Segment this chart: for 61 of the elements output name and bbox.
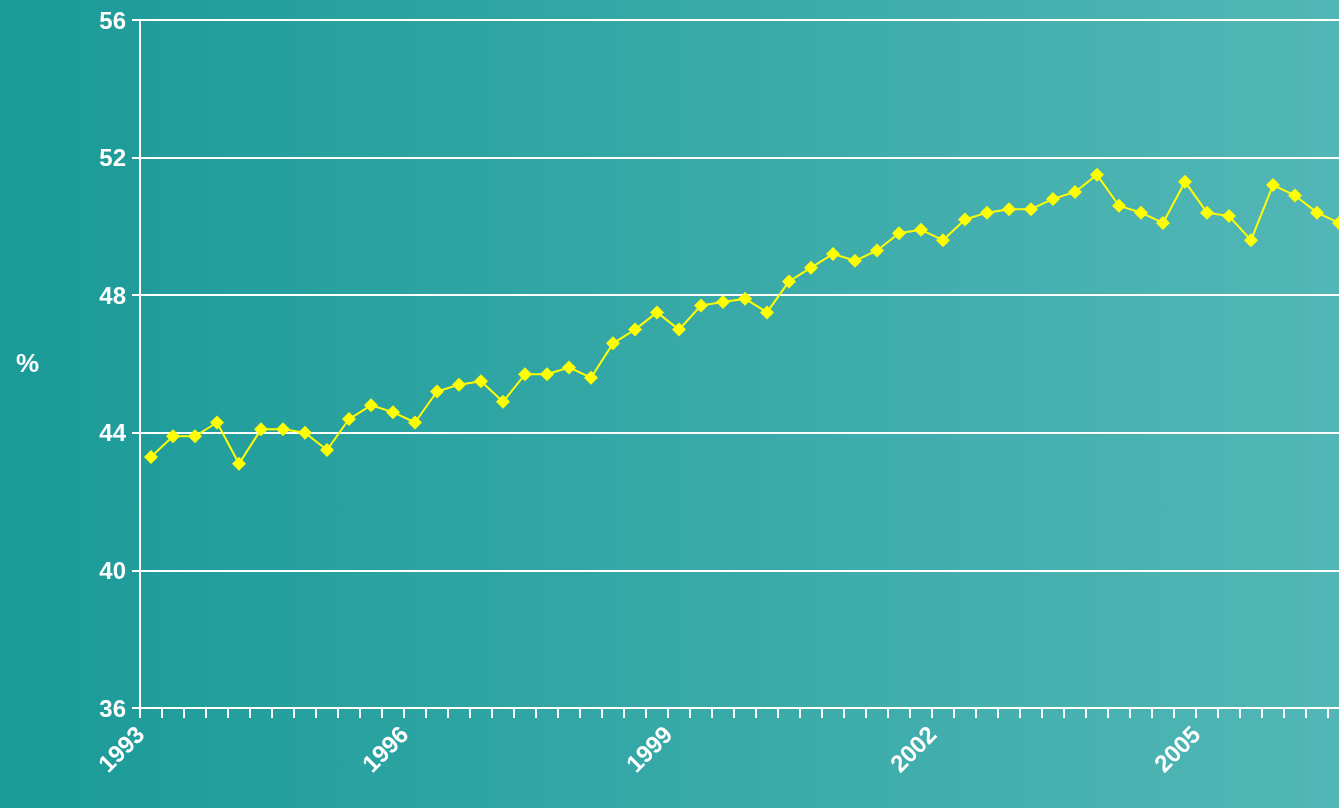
point — [540, 367, 554, 382]
point — [1068, 185, 1082, 199]
point — [518, 367, 532, 382]
point — [1134, 205, 1148, 220]
point — [958, 212, 972, 227]
point — [606, 336, 620, 351]
point — [870, 243, 884, 258]
point — [672, 322, 686, 337]
point — [1090, 167, 1104, 182]
point — [980, 205, 994, 220]
point — [166, 429, 180, 444]
point — [320, 443, 334, 457]
point — [210, 415, 224, 430]
point — [386, 405, 400, 420]
point — [232, 456, 246, 471]
y-tick-label: 36 — [99, 694, 126, 722]
point — [496, 394, 510, 409]
point — [188, 429, 202, 444]
point — [364, 398, 378, 413]
point — [694, 298, 708, 313]
point — [1244, 233, 1258, 248]
y-tick-label: 44 — [99, 419, 127, 447]
point — [298, 425, 312, 440]
point — [1112, 198, 1126, 213]
y-tick-label: 52 — [99, 144, 126, 172]
point — [144, 449, 158, 464]
point — [1310, 205, 1324, 220]
point — [628, 322, 642, 337]
y-tick-label: 56 — [99, 6, 126, 34]
point — [1156, 215, 1170, 230]
point — [760, 305, 774, 320]
point — [738, 291, 752, 306]
point — [650, 305, 664, 320]
point — [914, 222, 928, 237]
y-axis-title: % — [16, 348, 40, 378]
point — [1222, 209, 1236, 224]
point — [1002, 202, 1016, 217]
y-tick-label: 40 — [99, 556, 126, 584]
point — [1046, 191, 1060, 206]
point — [430, 384, 444, 399]
point — [848, 253, 862, 268]
point — [276, 422, 290, 437]
point — [474, 374, 488, 389]
point — [452, 377, 466, 392]
point — [1288, 188, 1302, 203]
point — [408, 415, 422, 430]
point — [562, 360, 576, 375]
point — [342, 412, 356, 427]
point — [584, 370, 598, 385]
y-tick-label: 48 — [99, 281, 126, 309]
point — [716, 295, 730, 310]
point — [1178, 174, 1192, 189]
point — [782, 274, 796, 289]
point — [254, 422, 268, 437]
point — [892, 226, 906, 241]
point — [804, 260, 818, 275]
point — [1024, 202, 1038, 217]
point — [1266, 178, 1280, 193]
point — [826, 246, 840, 261]
point — [1200, 205, 1214, 220]
point — [936, 233, 950, 248]
